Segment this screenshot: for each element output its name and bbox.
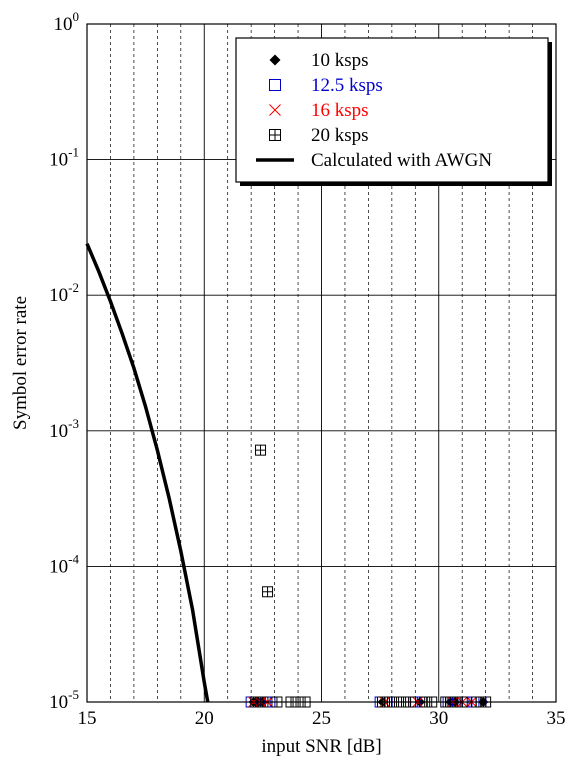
legend-marker <box>269 54 281 66</box>
tick-labels: 15 20 25 30 35 100 10-1 10-2 10-3 10-4 10-5 <box>49 9 565 729</box>
legend-marker <box>269 104 281 116</box>
x-axis-label: input SNR [dB] <box>261 736 381 757</box>
x-tick-label: 20 <box>195 708 214 729</box>
awgn-curve-layer <box>85 242 210 703</box>
series-3-point <box>262 586 274 598</box>
y-tick-label: 10-4 <box>49 551 79 577</box>
y-tick-label: 100 <box>54 9 80 35</box>
legend-label: 16 ksps <box>311 100 369 121</box>
y-tick-label: 10-3 <box>49 416 79 442</box>
y-tick-label: 10-1 <box>49 145 79 171</box>
legend-label: 10 ksps <box>311 50 369 71</box>
legend-label: Calculated with AWGN <box>311 150 492 171</box>
series-awgn-line <box>85 242 210 703</box>
legend-marker <box>269 79 281 91</box>
legend-label: 12.5 ksps <box>311 75 383 96</box>
x-tick-label: 35 <box>547 708 566 729</box>
legend-box <box>235 37 549 183</box>
plot-frame <box>86 23 557 703</box>
legend-label: 20 ksps <box>311 125 369 146</box>
x-tick-label: 25 <box>312 708 331 729</box>
x-tick-label: 15 <box>78 708 97 729</box>
y-axis-label: Symbol error rate <box>10 296 31 430</box>
legend: 10 ksps 12.5 ksps 16 ksps 20 ksps Calculated… <box>235 37 552 186</box>
y-tick-label: 10-5 <box>49 687 79 713</box>
y-tick-label: 10-2 <box>49 280 79 306</box>
series-3-point <box>255 444 267 456</box>
x-tick-label: 30 <box>429 708 448 729</box>
legend-marker <box>269 129 281 141</box>
